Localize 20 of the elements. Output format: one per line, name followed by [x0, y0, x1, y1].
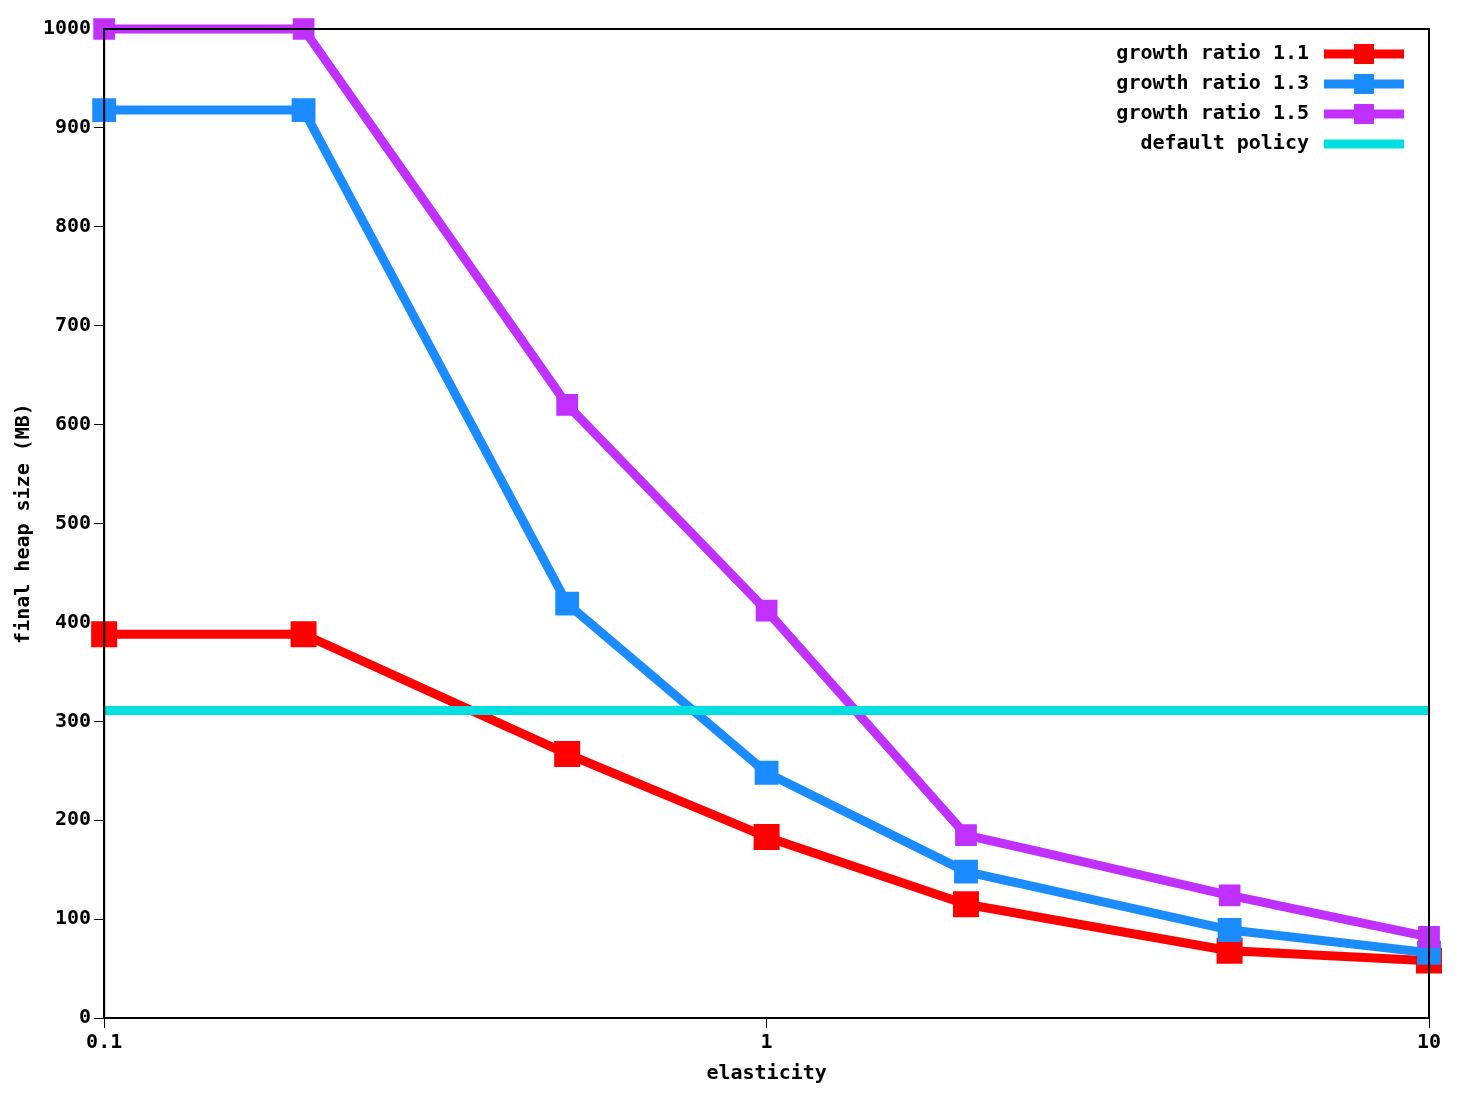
legend-label: growth ratio 1.3	[1116, 70, 1309, 95]
y-tick-label: 600	[55, 410, 92, 435]
legend-label: default policy	[1140, 130, 1309, 155]
x-axis-title: elasticity	[706, 1060, 827, 1085]
y-axis-title: final heap size (MB)	[10, 403, 35, 644]
y-tick-label: 200	[55, 806, 92, 831]
y-tick-label: 800	[55, 213, 92, 237]
y-tick-label: 300	[55, 707, 92, 732]
x-tick-label: 10	[1416, 1029, 1442, 1054]
y-tick-label: 500	[55, 509, 92, 534]
y-tick-label: 900	[55, 114, 92, 139]
x-tick-label: 1	[760, 1029, 773, 1054]
y-tick-label: 700	[55, 311, 92, 336]
y-tick-label: 400	[55, 608, 92, 633]
legend-label: growth ratio 1.5	[1116, 100, 1309, 125]
y-tick-label: 100	[55, 905, 92, 930]
y-tick-label: 1000	[42, 15, 92, 40]
y-tick-label: 0	[79, 1004, 92, 1029]
legend-label: growth ratio 1.1	[1116, 40, 1309, 65]
x-tick-label: 0.1	[86, 1029, 123, 1054]
